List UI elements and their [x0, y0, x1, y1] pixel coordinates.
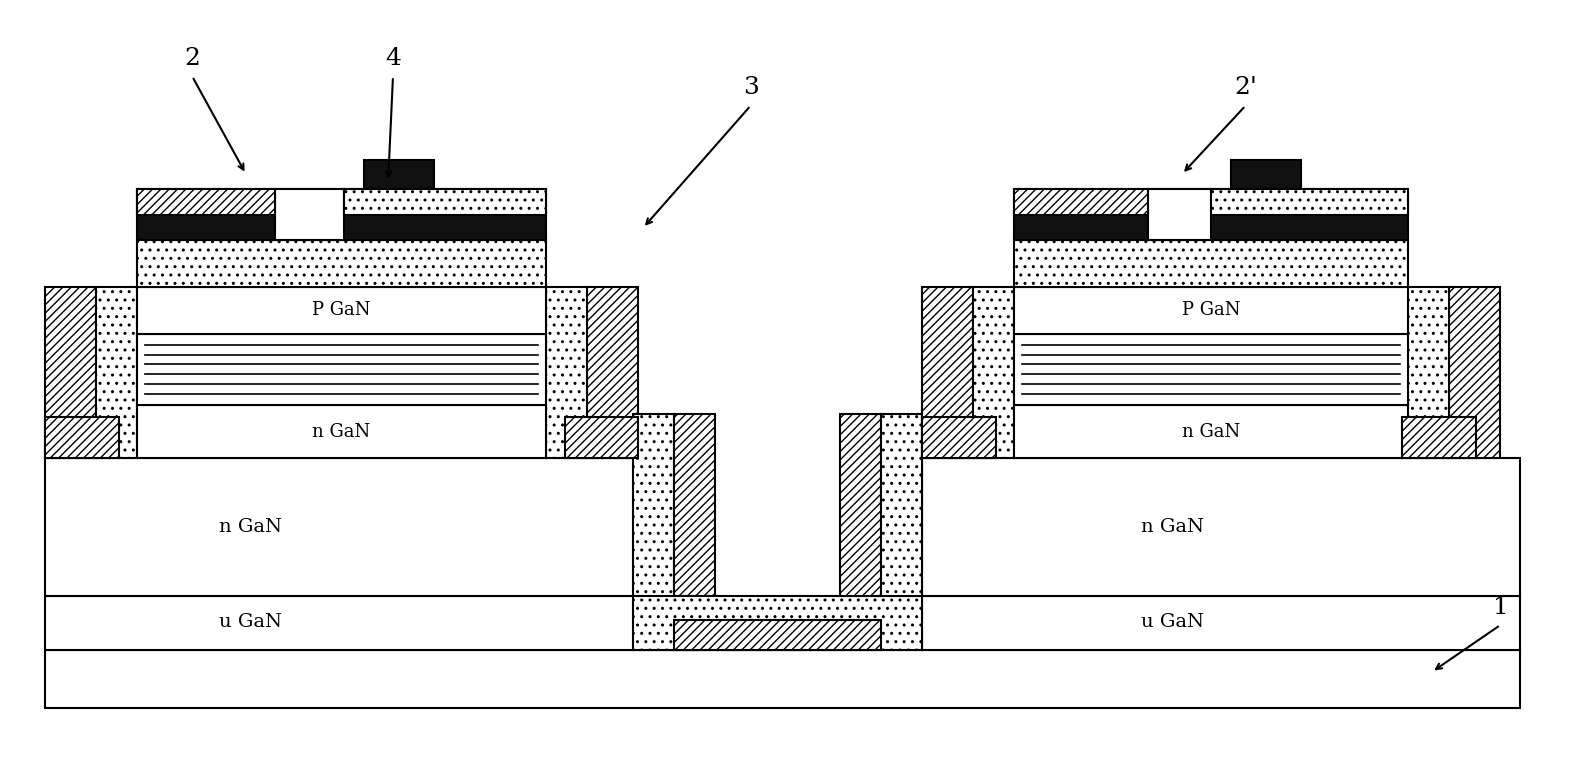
Bar — [881, 414, 922, 596]
Bar — [922, 417, 995, 458]
Bar — [137, 287, 546, 334]
Bar — [587, 287, 637, 458]
Text: n GaN: n GaN — [312, 423, 371, 441]
Bar — [840, 414, 881, 596]
Bar — [1014, 404, 1408, 458]
Bar — [137, 240, 546, 287]
Text: n GaN: n GaN — [220, 518, 283, 536]
Text: 4: 4 — [385, 47, 400, 70]
Bar — [275, 189, 344, 240]
Text: 2': 2' — [1234, 77, 1258, 100]
Bar — [344, 189, 546, 215]
Bar — [137, 189, 275, 215]
Text: n GaN: n GaN — [1140, 518, 1204, 536]
Text: n GaN: n GaN — [1182, 423, 1240, 441]
Bar — [46, 596, 697, 650]
Text: 2: 2 — [184, 47, 199, 70]
Bar — [973, 287, 1014, 458]
Text: P GaN: P GaN — [312, 302, 371, 319]
Bar — [674, 414, 716, 596]
Text: P GaN: P GaN — [1182, 302, 1240, 319]
Bar — [1231, 160, 1302, 189]
Bar — [1014, 334, 1408, 404]
Bar — [1014, 189, 1148, 215]
Bar — [1408, 287, 1449, 458]
Bar — [1148, 189, 1212, 240]
Bar — [633, 596, 922, 650]
Bar — [922, 596, 1520, 650]
Text: 3: 3 — [743, 77, 758, 100]
Bar — [546, 287, 587, 458]
Bar — [1014, 240, 1408, 287]
Bar — [1449, 287, 1501, 458]
Bar — [565, 417, 637, 458]
Bar — [46, 287, 96, 458]
Bar — [46, 417, 119, 458]
Bar — [1402, 417, 1476, 458]
Text: u GaN: u GaN — [1140, 613, 1204, 631]
Bar — [364, 160, 435, 189]
Bar — [137, 404, 546, 458]
Bar — [922, 458, 1520, 596]
Bar — [1014, 287, 1408, 334]
Bar — [137, 334, 546, 404]
Bar — [46, 650, 1520, 708]
Bar — [46, 458, 697, 596]
Bar — [1212, 189, 1408, 215]
Bar — [922, 287, 973, 458]
Bar — [674, 620, 881, 650]
Bar — [633, 414, 674, 596]
Bar — [1014, 189, 1408, 240]
Text: 1: 1 — [1493, 596, 1509, 619]
Bar — [137, 189, 546, 240]
Text: u GaN: u GaN — [220, 613, 283, 631]
Bar — [96, 287, 137, 458]
